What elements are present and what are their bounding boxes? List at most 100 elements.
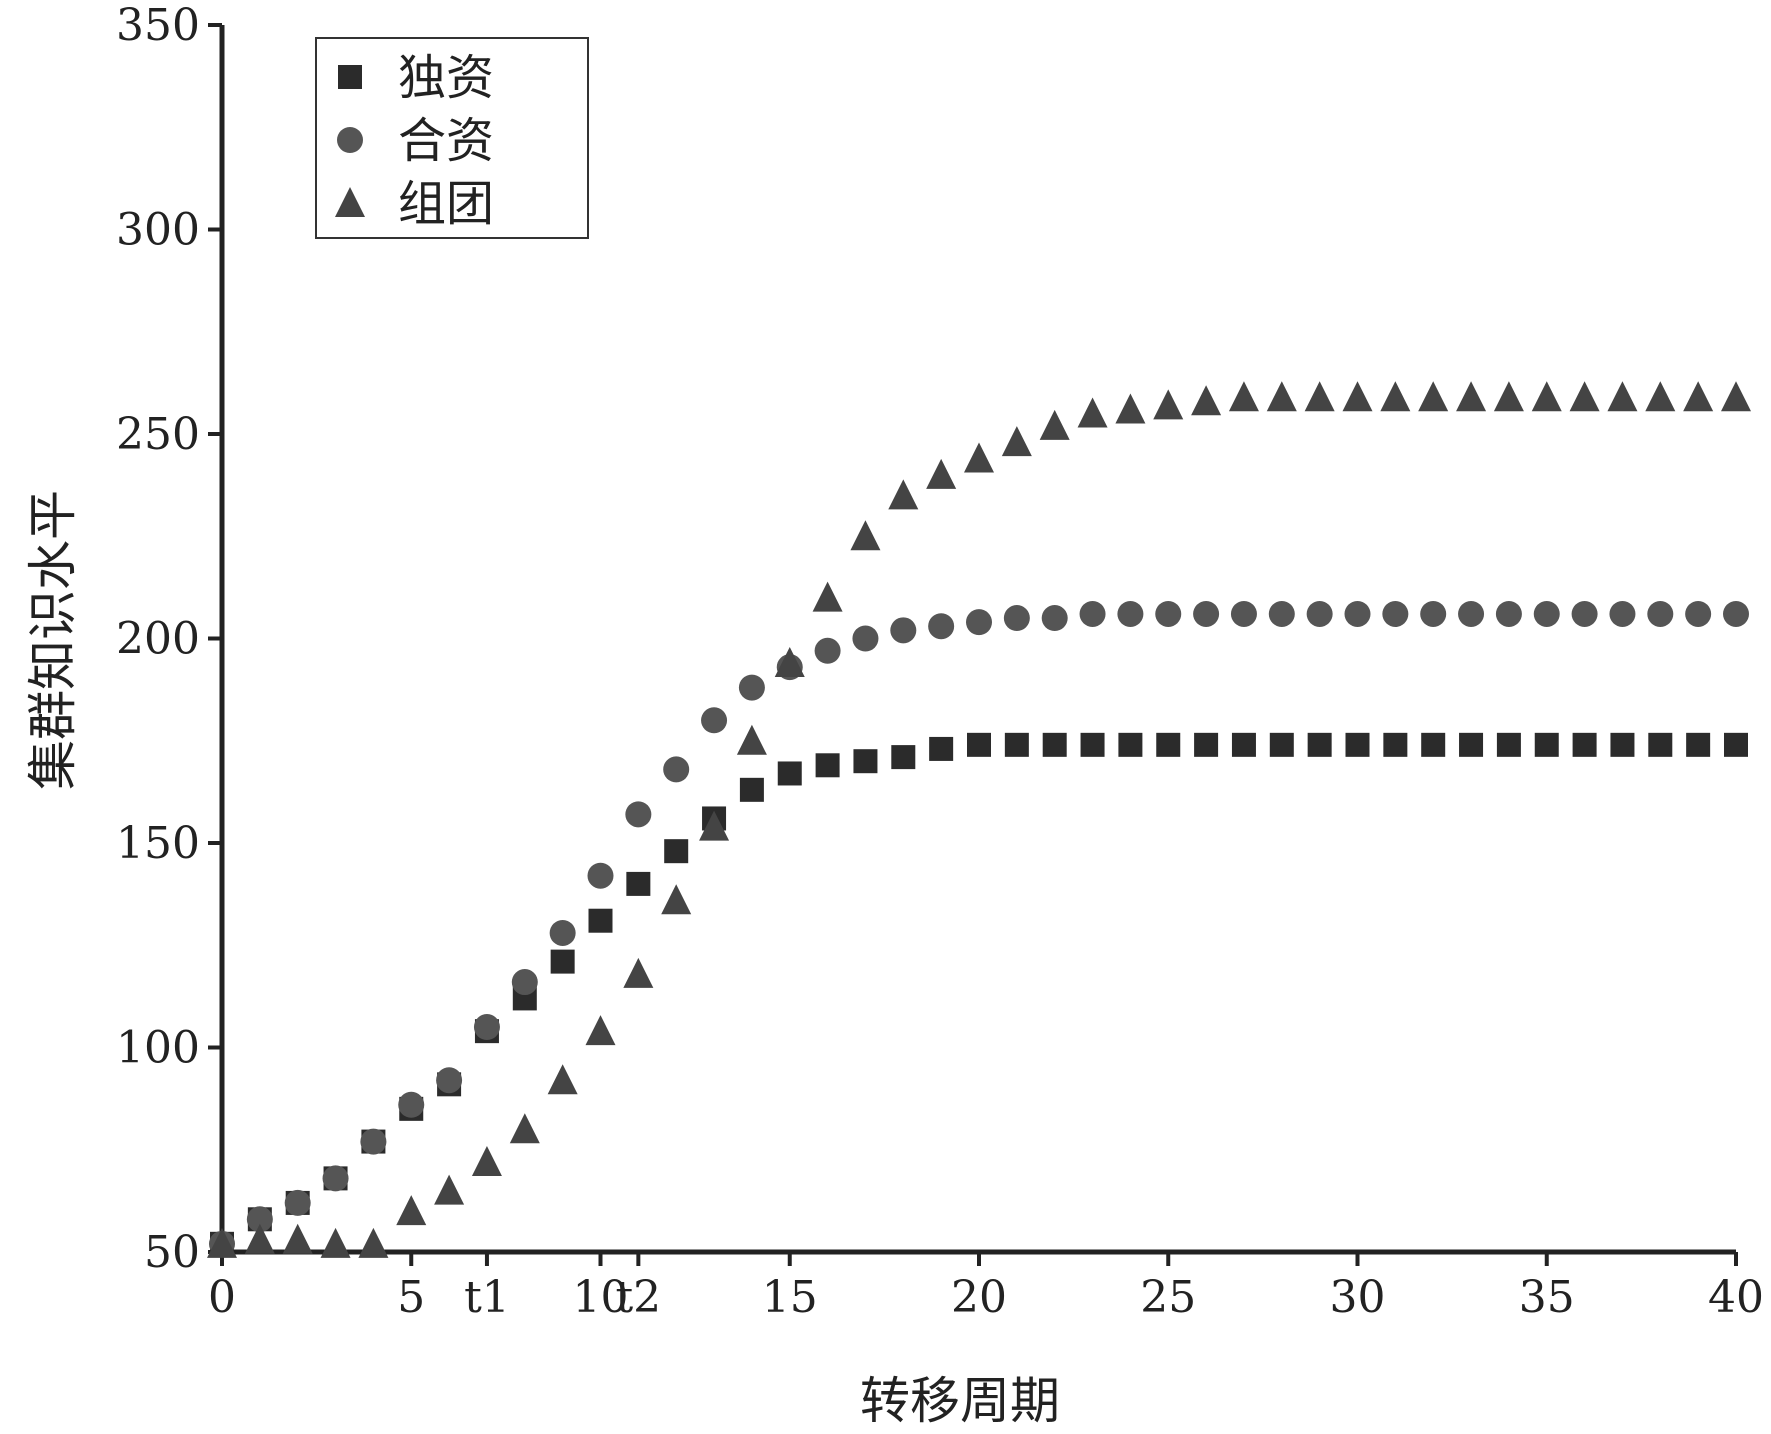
x-tick-label: 40	[1708, 1272, 1764, 1323]
x-tick-label: t1	[464, 1272, 510, 1323]
triangle-point	[1115, 393, 1146, 424]
triangle-point	[926, 458, 957, 489]
square-point	[777, 761, 802, 786]
square-point	[664, 839, 689, 864]
circle-point	[398, 1091, 425, 1118]
square-point	[1383, 732, 1408, 757]
triangle-point	[623, 957, 654, 988]
circle-point	[1041, 605, 1068, 632]
square-point	[1307, 732, 1332, 757]
triangle-point	[282, 1223, 313, 1254]
y-tick-label: 300	[116, 205, 200, 256]
square-point	[1156, 732, 1181, 757]
triangle-point	[1607, 381, 1638, 412]
circle-point	[1571, 600, 1598, 627]
square-point	[853, 749, 878, 774]
circle-point	[1609, 600, 1636, 627]
x-axis-label: 转移周期	[860, 1372, 1060, 1430]
triangle-point	[1380, 381, 1411, 412]
triangle-point	[471, 1146, 502, 1177]
square-point	[1496, 732, 1521, 757]
circle-point	[246, 1206, 273, 1233]
y-axis-label: 集群知识水平	[24, 490, 82, 790]
circle-point	[1495, 600, 1522, 627]
triangle-point	[1039, 409, 1070, 440]
circle-point	[663, 756, 690, 783]
circle-point	[284, 1189, 311, 1216]
triangle-point	[585, 1015, 616, 1046]
data-points	[207, 381, 1751, 1258]
square-point	[588, 908, 613, 933]
x-tick-label: 25	[1140, 1272, 1196, 1323]
square-point	[1194, 732, 1219, 757]
square-point	[1724, 732, 1748, 757]
circle-point	[1382, 600, 1409, 627]
series-triangle	[207, 381, 1751, 1258]
axes	[208, 23, 1738, 1266]
legend-marker-square	[338, 65, 362, 89]
circle-point	[1723, 600, 1749, 627]
square-point	[626, 871, 651, 896]
y-tick-label: 50	[144, 1227, 200, 1278]
x-tick-label: 0	[208, 1272, 236, 1323]
triangle-point	[1721, 381, 1751, 412]
square-point	[1080, 732, 1105, 757]
circle-point	[360, 1128, 387, 1155]
y-tick-label: 250	[116, 409, 200, 460]
circle-point	[1647, 600, 1674, 627]
triangle-point	[320, 1227, 351, 1258]
x-tick-label: 10	[573, 1272, 629, 1323]
triangle-point	[1569, 381, 1600, 412]
triangle-point	[509, 1113, 540, 1144]
square-point	[1269, 732, 1294, 757]
square-point	[929, 736, 954, 761]
circle-point	[966, 609, 992, 636]
circle-point	[1420, 600, 1447, 627]
legend-marker-circle	[337, 127, 363, 153]
series-square	[210, 732, 1748, 1256]
circle-point	[852, 625, 879, 652]
y-tick-label: 100	[116, 1023, 200, 1074]
triangle-point	[1531, 381, 1562, 412]
triangle-point	[1645, 381, 1676, 412]
x-tick-label: 20	[951, 1272, 1007, 1323]
triangle-point	[434, 1174, 465, 1205]
x-tick-label: 30	[1330, 1272, 1386, 1323]
triangle-point	[774, 647, 805, 678]
triangle-point	[1153, 389, 1184, 420]
square-point	[815, 753, 840, 778]
circle-point	[1230, 600, 1257, 627]
circle-point	[1003, 605, 1030, 632]
triangle-point	[850, 520, 881, 551]
x-tick-label: 35	[1519, 1272, 1575, 1323]
series-circle	[209, 600, 1749, 1257]
square-point	[739, 777, 764, 802]
y-tick-label: 350	[116, 0, 200, 51]
circle-point	[738, 674, 765, 701]
legend-label: 独资	[398, 50, 494, 106]
circle-point	[1533, 600, 1560, 627]
y-tick-label: 150	[116, 818, 200, 869]
triangle-point	[1493, 381, 1524, 412]
x-tick-label: 5	[397, 1272, 425, 1323]
square-point	[1004, 732, 1029, 757]
circle-point	[511, 969, 538, 996]
circle-point	[436, 1067, 463, 1094]
circle-point	[587, 862, 614, 889]
square-point	[1421, 732, 1446, 757]
triangle-point	[1304, 381, 1335, 412]
triangle-point	[1266, 381, 1297, 412]
circle-point	[890, 617, 917, 644]
triangle-point	[1418, 381, 1449, 412]
triangle-point	[358, 1227, 389, 1258]
circle-point	[814, 637, 841, 664]
triangle-point	[1191, 385, 1222, 416]
triangle-point	[812, 581, 843, 612]
triangle-point	[699, 810, 730, 841]
triangle-point	[1001, 426, 1032, 457]
circle-point	[701, 707, 728, 734]
y-tick-label: 200	[116, 614, 200, 665]
circle-point	[322, 1165, 349, 1192]
